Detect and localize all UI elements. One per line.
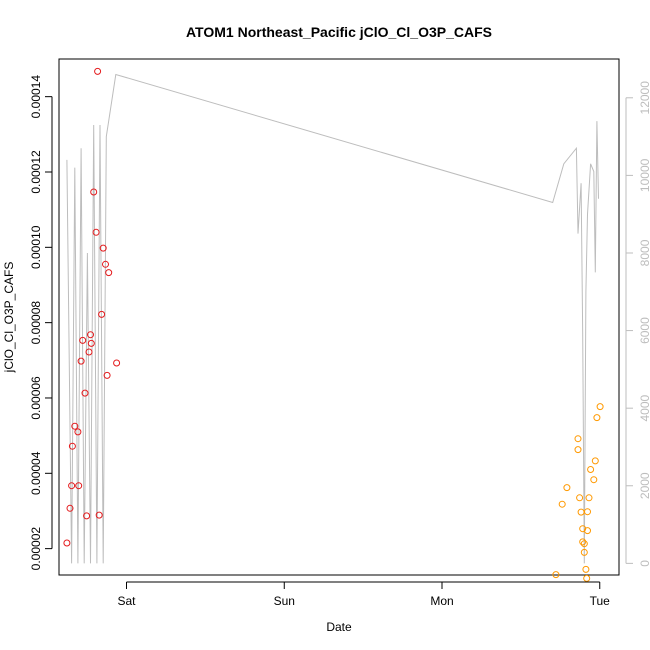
x-axis-label: Date (326, 620, 352, 634)
data-point-series-2 (590, 476, 598, 484)
data-point-series-2 (579, 538, 587, 546)
data-point-series-2 (552, 571, 560, 579)
data-point-series-2 (576, 494, 584, 502)
data-point-series-1 (71, 422, 79, 430)
y-tick-label: 0.00012 (29, 150, 43, 194)
y2-tick-label: 2000 (638, 472, 650, 499)
data-point-series-1 (74, 428, 82, 436)
data-point-series-1 (81, 389, 89, 397)
data-point-series-1 (90, 188, 98, 196)
secondary-line-layer (66, 73, 599, 564)
y2-tick-label: 0 (638, 560, 650, 567)
y2-tick-label: 4000 (638, 395, 650, 422)
data-point-series-1 (99, 244, 107, 252)
data-point-series-2 (584, 508, 591, 516)
data-point-series-1 (87, 339, 95, 347)
x-tick-label: Tue (590, 594, 611, 608)
data-point-series-2 (582, 565, 590, 573)
x-tick-label: Sun (274, 594, 295, 608)
y-axis: 0.00002 0.00004 0.00006 0.00008 0.00010 0.000… (29, 75, 53, 571)
y2-tick-label: 8000 (638, 239, 650, 266)
data-point-series-2 (574, 435, 582, 443)
data-point-series-2 (558, 500, 566, 508)
data-point-series-2 (577, 508, 585, 516)
data-point-series-2 (580, 540, 588, 548)
x-tick-label: Mon (430, 594, 453, 608)
y2-tick-label: 6000 (638, 317, 650, 344)
data-point-series-1 (102, 260, 109, 268)
data-point-series-1 (68, 482, 76, 490)
y2-axis-right: 0 2000 4000 6000 8000 10000 12000 (625, 81, 650, 567)
data-point-series-1 (83, 512, 91, 520)
y-tick-label: 0.00004 (29, 451, 43, 495)
data-point-series-2 (579, 525, 587, 533)
data-point-series-2 (574, 446, 582, 454)
data-point-series-2 (587, 466, 595, 473)
data-point-series-1 (94, 67, 102, 75)
data-point-series-1 (68, 442, 76, 450)
data-point-series-2 (596, 403, 604, 411)
y-tick-label: 0.00002 (29, 527, 43, 571)
chart-title: ATOM1 Northeast_Pacific jClO_Cl_O3P_CAFS (186, 24, 492, 40)
data-point-series-1 (105, 269, 113, 277)
plot-frame (58, 58, 620, 576)
data-point-series-2 (591, 457, 599, 465)
data-point-series-1 (85, 348, 93, 356)
data-point-series-1 (113, 359, 121, 367)
data-point-series-1 (75, 482, 83, 490)
data-point-series-2 (584, 527, 591, 535)
y-tick-label: 0.00006 (29, 376, 43, 420)
data-point-series-2 (583, 574, 591, 582)
data-point-series-2 (593, 414, 601, 422)
data-point-series-1 (98, 310, 106, 318)
x-tick-label: Sat (118, 594, 137, 608)
data-point-series-1 (103, 371, 111, 379)
data-point-series-1 (79, 336, 87, 344)
data-point-series-2 (585, 494, 593, 502)
y-tick-label: 0.00014 (29, 75, 43, 119)
data-point-series-1 (95, 511, 103, 519)
y-axis-label: jClO_Cl_O3P_CAFS (2, 262, 16, 374)
y2-tick-label: 10000 (638, 158, 650, 192)
data-point-series-1 (92, 228, 100, 236)
data-point-series-1 (63, 539, 71, 547)
y-tick-label: 0.00008 (29, 301, 43, 345)
data-point-series-1 (87, 331, 94, 339)
secondary-series-line (66, 73, 599, 564)
points-layer (63, 67, 604, 582)
data-point-series-2 (563, 484, 571, 492)
data-point-series-2 (580, 548, 588, 556)
data-point-series-1 (77, 357, 85, 365)
y-tick-label: 0.00010 (29, 225, 43, 269)
data-point-series-1 (66, 504, 74, 512)
x-axis: Sat Sun Mon Tue (118, 581, 611, 608)
y2-tick-label: 12000 (638, 81, 650, 115)
